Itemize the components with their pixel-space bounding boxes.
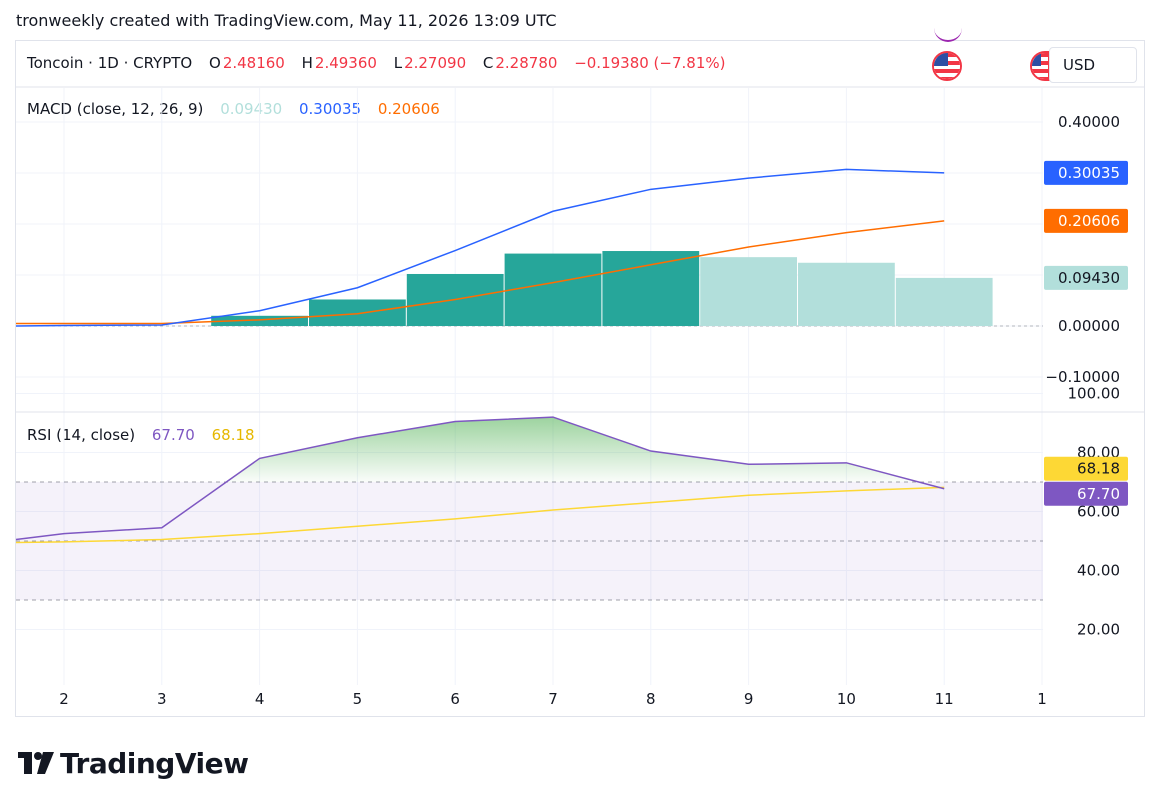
open-label: O	[209, 54, 221, 72]
change-value: −0.19380 (−7.81%)	[574, 54, 726, 72]
rsi-legend: RSI (14, close) 67.70 68.18	[27, 426, 257, 444]
high-value: 2.49360	[314, 54, 377, 72]
event-marker-icon[interactable]	[934, 28, 962, 42]
tradingview-logo[interactable]: TradingView	[18, 745, 249, 781]
us-flag-icon[interactable]	[932, 51, 962, 81]
tradingview-logo-text: TradingView	[60, 746, 249, 780]
us-flag-icon-partial[interactable]	[1030, 51, 1050, 81]
tradingview-logo-icon	[18, 752, 54, 774]
currency-button[interactable]: USD	[1049, 47, 1137, 83]
low-value: 2.27090	[404, 54, 467, 72]
macd-hist-value: 0.09430	[220, 100, 283, 118]
rsi-legend-title[interactable]: RSI (14, close)	[27, 426, 136, 444]
low-label: L	[393, 54, 403, 72]
close-value: 2.28780	[495, 54, 558, 72]
open-value: 2.48160	[222, 54, 285, 72]
rsi-value: 67.70	[151, 426, 195, 444]
high-label: H	[301, 54, 313, 72]
close-label: C	[482, 54, 494, 72]
chart-frame	[15, 40, 1145, 717]
rsi-ma-value: 68.18	[211, 426, 255, 444]
macd-line-value: 0.30035	[299, 100, 362, 118]
chart-attribution: tronweekly created with TradingView.com,…	[16, 11, 557, 30]
macd-signal-value: 0.20606	[377, 100, 440, 118]
macd-legend: MACD (close, 12, 26, 9) 0.09430 0.30035 …	[27, 100, 442, 118]
macd-legend-title[interactable]: MACD (close, 12, 26, 9)	[27, 100, 204, 118]
symbol-legend: Toncoin · 1D · CRYPTO O 2.48160 H 2.49360 …	[27, 54, 727, 72]
symbol-name[interactable]: Toncoin · 1D · CRYPTO	[27, 54, 193, 72]
